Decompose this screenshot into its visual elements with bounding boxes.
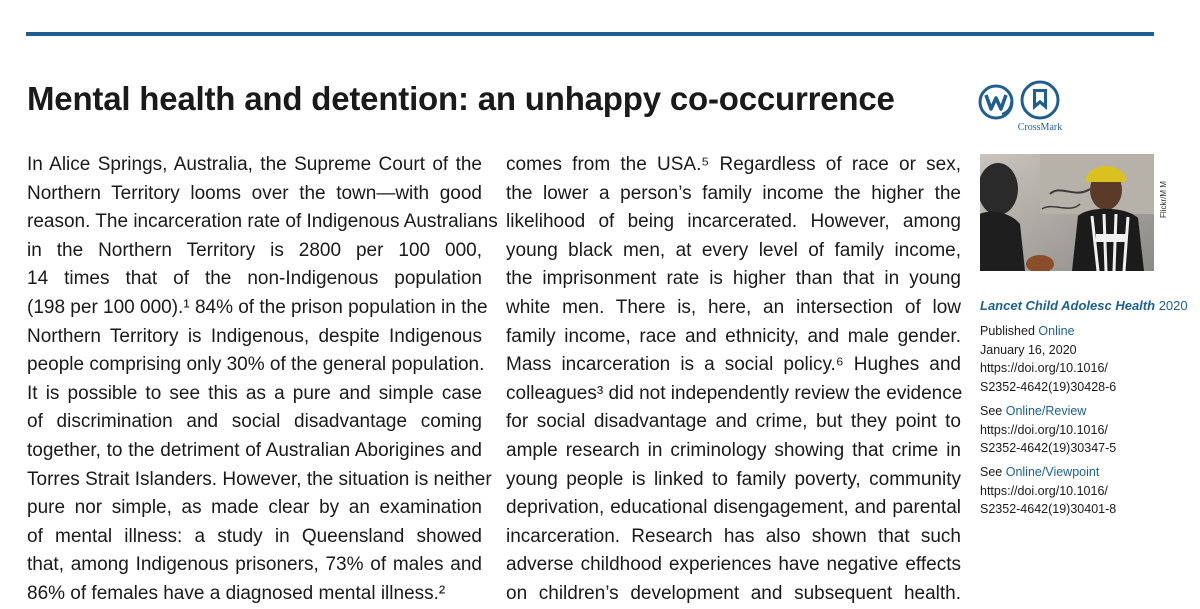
- viewpoint-doi-suffix[interactable]: S2352-4642(19)30401-8: [980, 502, 1117, 516]
- text-line: It is possible to see this as a pure and…: [27, 382, 482, 404]
- see-review-block: See Online/Review https://doi.org/10.101…: [980, 402, 1116, 458]
- top-rule: [26, 32, 1154, 36]
- text-line: colleagues³ did not independently review…: [506, 382, 963, 404]
- text-line: Northern Territory looms over the town—w…: [27, 182, 482, 204]
- text-line: incarceration. Research has also shown t…: [506, 525, 961, 547]
- journal-name[interactable]: Lancet Child Adolesc Health: [980, 298, 1156, 313]
- text-line: together, to the detriment of Australian…: [27, 439, 482, 461]
- crossmark-label: CrossMark: [1017, 122, 1063, 133]
- text-line: that, among Indigenous prisoners, 73% of…: [27, 554, 482, 576]
- text-line: on children’s development and subsequent…: [506, 582, 961, 604]
- article-photo: [980, 154, 1154, 271]
- online-review-link[interactable]: Online/Review: [1005, 404, 1087, 418]
- online-link[interactable]: Online: [1038, 324, 1075, 338]
- text-line: Northern Territory is Indigenous, despit…: [27, 325, 482, 347]
- text-line: Mass incarceration is a social policy.⁶ …: [506, 354, 961, 376]
- text-line: people comprising only 30% of the genera…: [27, 354, 485, 376]
- published-label: Published: [980, 324, 1035, 338]
- text-line: young people is linked to family poverty…: [506, 468, 961, 490]
- see-label: See: [980, 404, 1003, 418]
- text-line: 86% of females have a diagnosed mental i…: [27, 582, 446, 604]
- review-doi-suffix[interactable]: S2352-4642(19)30347-5: [980, 441, 1117, 455]
- wiley-w-icon[interactable]: [978, 84, 1014, 120]
- text-line: adverse childhood experiences have negat…: [506, 554, 961, 576]
- photo-illustration: [980, 154, 1154, 271]
- text-line: family income, race and ethnicity, and m…: [506, 325, 961, 347]
- text-line: deprivation, educational disengagement, …: [506, 497, 961, 519]
- doi-suffix[interactable]: S2352-4642(19)30428-6: [980, 379, 1117, 394]
- viewpoint-doi-prefix[interactable]: https://doi.org/10.1016/: [980, 483, 1108, 498]
- crossmark-icon[interactable]: [1018, 80, 1062, 120]
- text-line: of discrimination and social disadvantag…: [27, 411, 482, 433]
- text-line: In Alice Springs, Australia, the Supreme…: [27, 154, 482, 175]
- doi-prefix[interactable]: https://doi.org/10.1016/: [980, 361, 1108, 375]
- review-doi-prefix[interactable]: https://doi.org/10.1016/: [980, 422, 1108, 437]
- publication-date: January 16, 2020: [980, 342, 1077, 357]
- text-line: the lower a person’s family income the h…: [506, 182, 961, 204]
- text-line: young black men, at every level of famil…: [506, 239, 961, 261]
- text-line: 14 times that of the non-Indigenous popu…: [27, 268, 482, 290]
- text-line: likelihood of being incarcerated. Howeve…: [506, 211, 961, 233]
- photo-credit: Flickr/M M: [1159, 181, 1168, 218]
- text-line: comes from the USA.⁵ Regardless of race …: [506, 154, 961, 175]
- article-title: Mental health and detention: an unhappy …: [27, 80, 895, 117]
- text-line: of mental illness: a study in Queensland…: [27, 525, 482, 547]
- journal-year: 2020: [1158, 298, 1188, 313]
- see-viewpoint-block: See Online/Viewpoint https://doi.org/10.…: [980, 463, 1116, 519]
- body-column-2: comes from the USA.⁵ Regardless of race …: [506, 151, 963, 609]
- publication-info: Published Online January 16, 2020 https:…: [980, 322, 1116, 396]
- text-line: the imprisonment rate is higher than tha…: [506, 268, 961, 290]
- text-line: white men. There is, here, an intersecti…: [506, 296, 961, 318]
- text-line: (198 per 100 000).¹ 84% of the prison po…: [27, 296, 488, 318]
- journal-citation: Lancet Child Adolesc Health 2020: [980, 298, 1188, 313]
- text-line: for social disadvantage and crime, but t…: [506, 411, 961, 433]
- text-line: Torres Strait Islanders. However, the si…: [27, 468, 492, 490]
- see-label: See: [980, 465, 1003, 479]
- logo-group: CrossMark: [978, 80, 1068, 138]
- text-line: ample research in criminology showing th…: [506, 439, 961, 461]
- text-line: in the Northern Territory is 2800 per 10…: [27, 239, 482, 261]
- body-column-1: In Alice Springs, Australia, the Supreme…: [27, 151, 498, 609]
- online-viewpoint-link[interactable]: Online/Viewpoint: [1005, 465, 1100, 479]
- text-line: reason. The incarceration rate of Indige…: [27, 211, 498, 233]
- text-line: pure nor simple, as made clear by an exa…: [27, 497, 482, 519]
